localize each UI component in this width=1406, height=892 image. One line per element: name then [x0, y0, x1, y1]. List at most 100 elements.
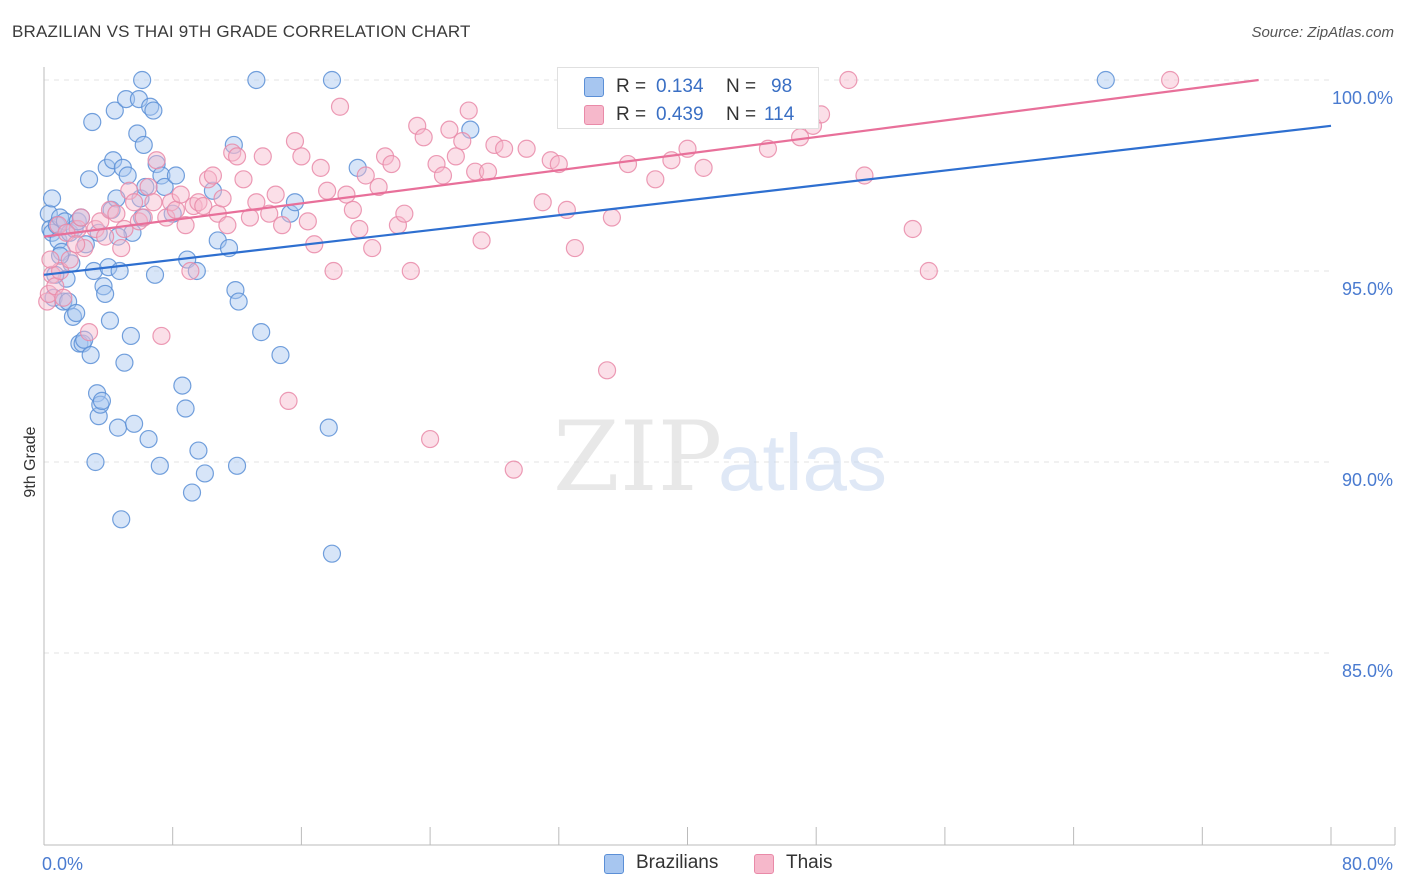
legend-n-value: 98: [771, 76, 793, 97]
data-point: [145, 265, 165, 284]
data-point: [155, 177, 174, 197]
legend-stats-brazilians: R = 0.134 N = 98: [558, 73, 818, 101]
chart-title: BRAZILIAN VS THAI 9TH GRADE CORRELATION …: [12, 22, 471, 41]
data-point: [229, 292, 248, 311]
data-point: [166, 200, 186, 219]
data-point: [144, 101, 163, 120]
data-point: [67, 235, 86, 254]
x-tick-label: 0.0%: [42, 854, 83, 874]
data-point: [218, 216, 237, 235]
data-point: [173, 376, 192, 395]
data-point: [189, 441, 208, 460]
data-point: [176, 216, 195, 235]
data-point: [318, 181, 337, 200]
data-point: [319, 418, 338, 437]
legend-swatch-pink: [584, 105, 604, 125]
data-point: [597, 361, 617, 380]
data-point: [919, 261, 938, 281]
data-point: [227, 456, 247, 475]
data-point: [646, 170, 665, 189]
data-point: [343, 200, 362, 219]
data-point: [226, 281, 245, 300]
data-point: [42, 189, 62, 208]
data-point: [517, 139, 536, 158]
data-point: [194, 196, 213, 216]
data-point: [247, 193, 266, 212]
data-point: [903, 219, 922, 239]
data-point: [104, 151, 123, 170]
data-point: [247, 70, 266, 90]
data-point: [139, 429, 158, 449]
tick-labels: 100.0% 95.0% 90.0% 85.0% 0.0% 80.0% 9th Grade: [22, 88, 1393, 874]
data-point: [382, 154, 401, 174]
data-point: [124, 414, 144, 433]
data-point: [121, 326, 140, 346]
data-point: [166, 166, 186, 185]
data-point: [67, 303, 86, 323]
data-point: [181, 261, 200, 281]
data-point: [224, 135, 243, 155]
legend-n-label: N =: [726, 104, 757, 125]
legend-n-label: N =: [726, 76, 757, 97]
series-thais: [38, 70, 1180, 479]
data-point: [97, 158, 116, 177]
data-point: [182, 483, 202, 502]
data-point: [144, 193, 163, 212]
data-point: [54, 288, 73, 307]
data-point: [203, 181, 223, 200]
data-point: [446, 147, 465, 166]
data-point: [176, 399, 195, 418]
data-point: [485, 135, 504, 155]
data-point: [83, 112, 102, 132]
data-point: [96, 284, 115, 304]
legend-r-value: 0.439: [656, 104, 704, 125]
data-point: [414, 128, 433, 147]
data-point: [100, 311, 120, 330]
legend-label-brazilians: Brazilians: [636, 852, 719, 873]
data-point: [115, 353, 134, 372]
data-point: [54, 292, 73, 311]
data-point: [549, 154, 568, 174]
legend-stats-thais: R = 0.439 N = 114: [558, 101, 818, 129]
data-point: [139, 177, 158, 197]
data-point: [298, 212, 317, 231]
data-point: [292, 147, 311, 166]
data-point: [285, 132, 305, 151]
data-point: [618, 154, 638, 174]
data-point: [116, 89, 136, 109]
data-point: [408, 116, 427, 135]
data-point: [272, 216, 292, 235]
x-tick-label: 80.0%: [1342, 854, 1393, 874]
data-point: [203, 166, 223, 185]
data-point: [79, 323, 99, 342]
data-point: [39, 284, 58, 304]
data-point: [234, 170, 253, 189]
data-point: [285, 193, 305, 212]
data-point: [213, 189, 232, 208]
data-point: [322, 544, 342, 563]
data-point: [350, 219, 369, 239]
data-point: [252, 323, 271, 342]
data-point: [147, 154, 166, 174]
data-point: [134, 135, 153, 155]
axes: [43, 67, 1396, 846]
trend-line-brazilians: [43, 124, 1332, 276]
data-point: [120, 181, 139, 200]
data-point: [171, 185, 190, 204]
trend-line-thais: [43, 78, 1259, 238]
data-point: [395, 204, 414, 223]
legend-swatch-blue: [584, 77, 604, 97]
data-point: [79, 170, 99, 189]
data-point: [602, 208, 621, 227]
legend-r-label: R =: [616, 104, 647, 125]
data-point: [839, 70, 858, 90]
data-point: [330, 97, 350, 116]
data-point: [495, 139, 514, 158]
data-point: [1096, 70, 1115, 90]
legend-series: Brazilians Thais: [0, 852, 1406, 878]
data-point: [187, 261, 206, 281]
trend-lines: [43, 78, 1332, 276]
legend-stats: R = 0.134 N = 98 R = 0.439 N = 114: [557, 67, 819, 129]
watermark: ZIP atlas: [553, 401, 887, 513]
data-point: [433, 166, 453, 185]
